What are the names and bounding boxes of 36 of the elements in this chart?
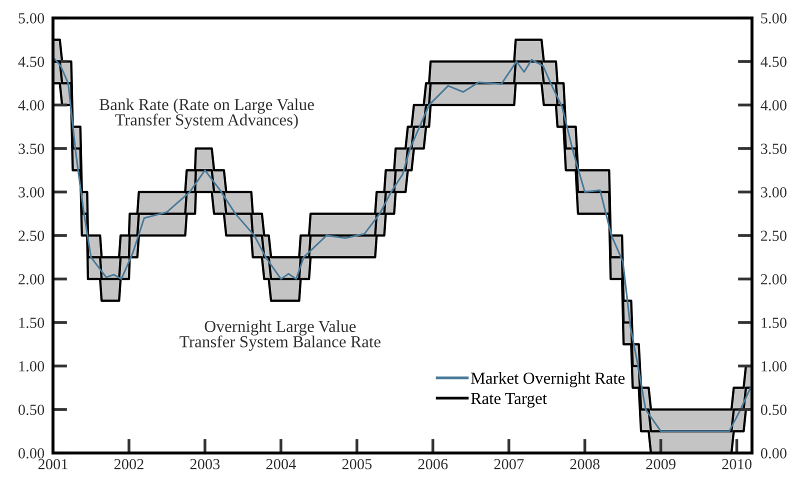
y-tick-label: 1.00 — [19, 361, 44, 372]
x-tick-label: 2001 — [38, 458, 68, 470]
annotation: Bank Rate (Rate on Large Value Transfer System Advances) — [99, 98, 314, 129]
y2-tick-label: 1.00 — [762, 361, 786, 372]
y2-tick-label: 2.50 — [761, 230, 786, 242]
y-tick-label: 2.50 — [18, 230, 44, 242]
y-tick-label: 4.00 — [18, 100, 44, 111]
y2-tick-label: 3.50 — [761, 144, 786, 154]
x-tick-label: 2004 — [266, 458, 296, 470]
x-tick-label: 2006 — [418, 458, 448, 470]
legend-label: Market Overnight Rate — [471, 372, 625, 388]
y-tick-label: 3.00 — [18, 187, 44, 198]
x-tick-label: 2002 — [114, 458, 144, 470]
y2-tick-label: 4.50 — [760, 56, 786, 68]
y2-tick-label: 1.50 — [762, 318, 786, 328]
y2-tick-label: 2.00 — [761, 274, 786, 285]
y2-tick-label: 5.00 — [761, 13, 786, 24]
x-tick-label: 2005 — [342, 458, 372, 470]
y2-tick-label: 0.50 — [760, 404, 786, 416]
x-tick-label: 2007 — [494, 458, 524, 470]
y-tick-label: 5.00 — [18, 13, 44, 24]
y-tick-label: 0.00 — [18, 448, 44, 459]
x-tick-label: 2008 — [570, 458, 600, 470]
y2-tick-label: 3.00 — [761, 187, 786, 198]
y-tick-label: 4.50 — [18, 56, 44, 68]
legend-label: Rate Target — [471, 393, 547, 408]
annotation: Overnight Large Value Transfer System Balance Rate — [180, 320, 380, 351]
y-tick-label: 1.50 — [19, 318, 44, 328]
y-tick-label: 3.50 — [18, 144, 44, 154]
x-tick-label: 2009 — [646, 458, 676, 470]
y-tick-label: 0.50 — [18, 404, 44, 416]
x-tick-label: 2010 — [722, 458, 752, 470]
y2-tick-label: 4.00 — [760, 100, 786, 111]
y2-tick-label: 0.00 — [760, 448, 786, 459]
y-tick-label: 2.00 — [18, 274, 44, 285]
x-tick-label: 2003 — [190, 458, 220, 470]
